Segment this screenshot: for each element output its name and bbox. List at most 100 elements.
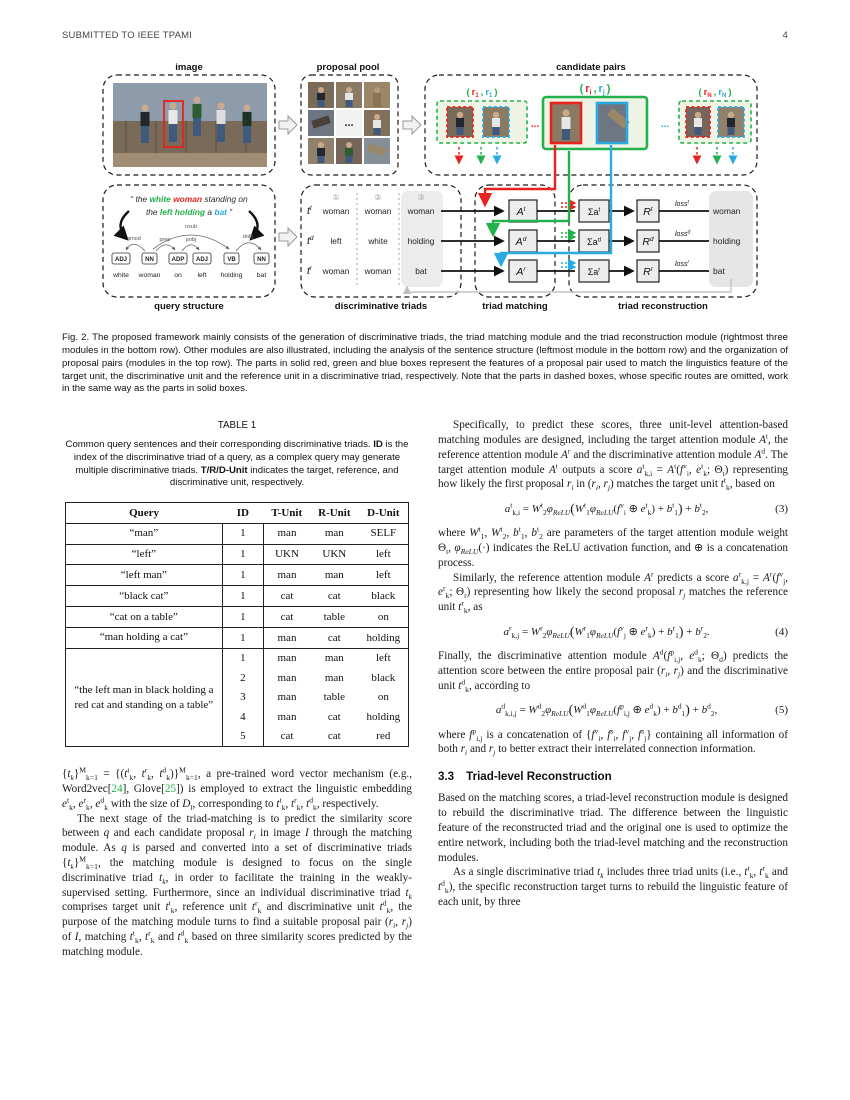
unit-cell: man [310, 522, 359, 544]
unit-cell: cat [327, 730, 341, 743]
arc-labels: amod nsub prep pobj dobj [127, 224, 253, 243]
right-column: Specifically, to predict these scores, t… [438, 418, 788, 959]
person-4 [216, 102, 226, 142]
unit-cell: red [376, 730, 391, 743]
svg-text:woman: woman [712, 206, 741, 216]
svg-text:ADP: ADP [172, 257, 185, 263]
svg-text:nsub: nsub [185, 224, 197, 230]
svg-text:ADJ: ADJ [115, 257, 127, 263]
unit-cell: black [358, 585, 409, 607]
person-5 [242, 104, 252, 143]
svg-text:amod: amod [127, 236, 141, 242]
equation-3: atk,i = Wt2φReLU(Wt1φReLU(fvi ⊕ etk) + b… [438, 500, 788, 518]
unit-cell: cat [280, 730, 294, 743]
equation-number: (5) [775, 704, 788, 717]
table-row: 5 cat cat red [65, 726, 408, 747]
svg-text:holding: holding [713, 236, 741, 246]
person-1 [140, 104, 150, 143]
unit-cell: 4 [222, 707, 264, 727]
pair-group-1 [436, 100, 528, 165]
col-header-d-unit: D-Unit [358, 502, 409, 524]
route-target-red [477, 145, 557, 208]
page-number: 4 [782, 30, 788, 41]
svg-text:tr: tr [307, 265, 313, 277]
svg-text:VB: VB [227, 257, 236, 263]
unit-cell: cat [327, 710, 341, 723]
col-header-id: ID [222, 502, 264, 524]
table-row: “black cat” 1 cat cat black [65, 585, 409, 607]
svg-text:woman: woman [322, 266, 350, 276]
discriminative-triads-label: discriminative triads [335, 301, 427, 312]
flow-arrow-icon [278, 114, 298, 136]
page-header: SUBMITTED TO IEEE TPAMI 4 [62, 30, 788, 41]
parse-swoosh-right [248, 210, 265, 241]
table-row: “man holding a cat” 1 man cat holding [65, 626, 409, 649]
triad-matching-box: At Ad Ar [474, 184, 556, 298]
svg-text:lossd: lossd [675, 230, 690, 239]
svg-text:Σat: Σat [588, 207, 601, 217]
query-structure-box: “ the white woman standing on the left h… [102, 184, 276, 298]
unit-cell: 2 [222, 668, 264, 688]
unit-cell: man [277, 710, 297, 723]
table-row: “left” 1 UKN UKN left [65, 543, 409, 565]
svg-text:lossr: lossr [675, 260, 689, 269]
section-heading-3-3: 3.3 Triad-level Reconstruction [438, 769, 788, 784]
unit-cell: man [310, 564, 359, 586]
paragraph: Specifically, to predict these scores, t… [438, 419, 789, 493]
image-label: image [175, 62, 202, 73]
svg-text:①: ① [332, 193, 339, 202]
query-cell: “left” [65, 543, 223, 565]
person-2 [168, 102, 178, 142]
paragraph: Based on the matching scores, a triad-le… [438, 792, 788, 864]
svg-text:Σad: Σad [587, 237, 601, 247]
unit-cell: cat [263, 606, 311, 628]
unit-cell: 1 [222, 647, 264, 669]
target-bounding-box [163, 100, 184, 148]
header-running-title: SUBMITTED TO IEEE TPAMI [62, 30, 193, 41]
svg-text:Ad: Ad [515, 236, 527, 248]
svg-text:woman: woman [364, 206, 392, 216]
unit-cell: man [263, 564, 311, 586]
svg-text:Rr: Rr [643, 266, 654, 278]
attention-modules: At Ad Ar [508, 199, 538, 283]
dependency-arcs [125, 234, 262, 252]
svg-text:bat: bat [415, 266, 427, 276]
selected-triad-highlight [401, 191, 443, 287]
equation-number: (4) [775, 625, 788, 638]
col-header-t-unit: T-Unit [263, 502, 311, 524]
triad-column-heads: ① ② ③ [332, 193, 424, 202]
citation-24[interactable]: 24 [111, 783, 123, 796]
col-header-r-unit: R-Unit [310, 502, 359, 524]
table-header-row: Query ID T-Unit R-Unit D-Unit [65, 502, 409, 524]
pair-group-3 [678, 100, 752, 165]
proposal-pool-box: ... [300, 74, 399, 176]
equation-5: adk,i,j = Wd2φReLU(Wd1φReLU(fpi,j ⊕ edk)… [438, 701, 788, 719]
svg-text:②: ② [374, 193, 381, 202]
svg-text:white: white [112, 272, 129, 279]
svg-text:losst: losst [675, 200, 689, 209]
citation-25[interactable]: 25 [164, 783, 177, 796]
svg-text:Ar: Ar [515, 266, 526, 278]
table-caption: Common query sentences and their corresp… [65, 439, 409, 489]
equation-4: ark,j = Wr2φReLU(Wr1φReLU(fvj ⊕ erk) + b… [438, 623, 789, 641]
unit-cell: cat [310, 626, 359, 649]
paragraph: As a single discriminative triad tk incl… [438, 863, 789, 908]
svg-text:Rd: Rd [642, 236, 654, 248]
svg-text:prep: prep [159, 237, 170, 243]
pool-ellipsis: ... [344, 117, 353, 129]
figure-caption: Fig. 2. The proposed framework mainly co… [62, 332, 788, 395]
svg-text:holding: holding [408, 236, 435, 246]
svg-text:left: left [330, 236, 342, 246]
unit-cell: 1 [222, 606, 264, 628]
unit-cell: 1 [222, 522, 264, 544]
pair-group-2 [541, 95, 649, 151]
flow-arrow-icon [278, 226, 298, 248]
unit-cell: 3 [222, 687, 264, 708]
person-3 [192, 96, 202, 136]
unit-cell: on [377, 691, 389, 704]
unit-cell: man [324, 671, 344, 684]
table-row: “left man” 1 man man left [65, 564, 409, 586]
svg-text:③: ③ [417, 193, 424, 202]
pairs-ellipsis-right: ... [661, 119, 670, 130]
unit-cell: black [371, 671, 396, 684]
